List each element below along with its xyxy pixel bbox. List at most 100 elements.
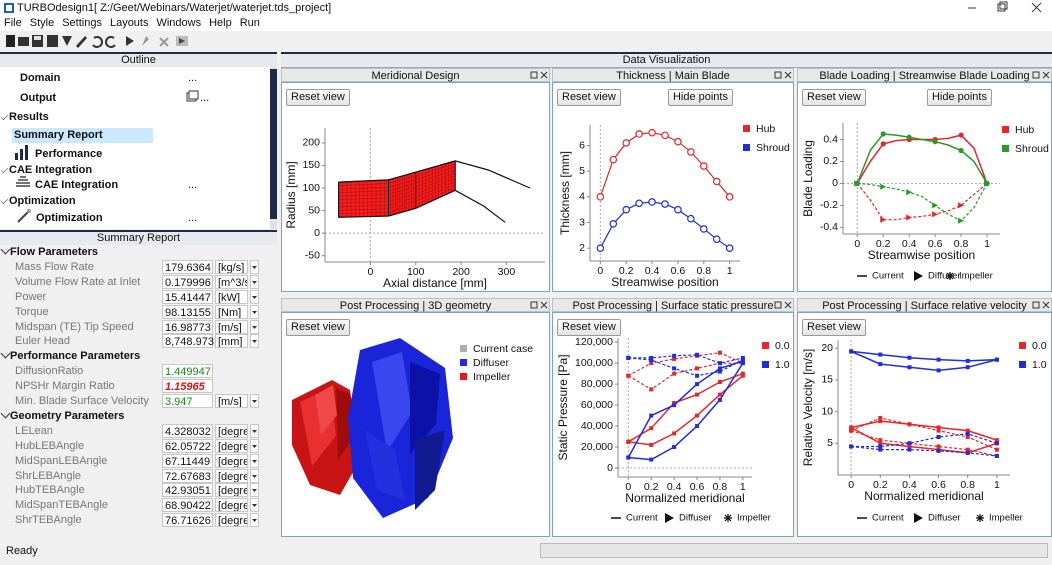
- unit-dropdown[interactable]: [250, 259, 259, 274]
- button[interactable]: Reset view: [802, 319, 866, 336]
- tree-item[interactable]: Optimization: [36, 212, 103, 224]
- group-header: Flow Parameters: [10, 246, 99, 258]
- button[interactable]: Reset view: [286, 319, 350, 336]
- param-unit: [m^3/s]: [215, 274, 248, 289]
- dock-buttons[interactable]: [774, 70, 792, 80]
- unit-dropdown[interactable]: [250, 513, 259, 528]
- dropdown-arrow[interactable]: [251, 306, 258, 318]
- param-unit: [Nm]: [215, 304, 248, 319]
- panel-controls[interactable]: [774, 300, 792, 310]
- dropdown-arrow[interactable]: [251, 425, 258, 437]
- more-button[interactable]: ...: [188, 212, 198, 224]
- tree-item[interactable]: CAE Integration: [9, 164, 93, 176]
- unit-dropdown[interactable]: [250, 289, 259, 304]
- panel-controls[interactable]: [1032, 70, 1050, 80]
- unit-dropdown[interactable]: [250, 334, 259, 349]
- menu-item[interactable]: Settings: [62, 17, 102, 29]
- dropdown-arrow[interactable]: [251, 291, 258, 303]
- button[interactable]: Hide points: [667, 89, 733, 106]
- panel-header: Blade Loading | Streamwise Blade Loading: [797, 68, 1052, 82]
- param-unit: [degrees]: [215, 453, 248, 468]
- scrollbar[interactable]: [270, 67, 277, 229]
- scroll-thumb[interactable]: [270, 69, 277, 219]
- button[interactable]: Reset view: [286, 89, 350, 106]
- unit-dropdown[interactable]: [250, 319, 259, 334]
- param-value: 98.13155: [162, 304, 213, 319]
- button[interactable]: Reset view: [557, 319, 621, 336]
- panel-header: Thickness | Main Blade: [552, 68, 794, 82]
- tree-item[interactable]: Summary Report: [14, 129, 103, 141]
- panel-header: Post Processing | 3D geometry: [281, 298, 550, 312]
- unit-dropdown[interactable]: [250, 483, 259, 498]
- dropdown-arrow[interactable]: [251, 261, 258, 273]
- dropdown-arrow[interactable]: [251, 499, 258, 511]
- dock-buttons[interactable]: [530, 70, 548, 80]
- panel-body: [281, 312, 550, 537]
- menu-item[interactable]: Style: [29, 17, 55, 29]
- menu-item[interactable]: Windows: [156, 17, 202, 29]
- toolbar[interactable]: [4, 32, 204, 50]
- dropdown-arrow[interactable]: [251, 440, 258, 452]
- panel-body: [797, 312, 1052, 537]
- param-label: ShrLEBAngle: [15, 469, 82, 482]
- unit-dropdown[interactable]: [250, 304, 259, 319]
- param-label: DiffusionRatio: [15, 365, 84, 378]
- panel-controls[interactable]: [1032, 300, 1050, 310]
- unit-dropdown[interactable]: [250, 274, 259, 289]
- more-button[interactable]: ...: [188, 72, 198, 84]
- dropdown-arrow[interactable]: [251, 455, 258, 467]
- param-label: Volume Flow Rate at Inlet: [15, 275, 141, 288]
- menu-item[interactable]: Layouts: [109, 17, 149, 29]
- param-value: 0.179996: [162, 274, 213, 289]
- param-label: Mass Flow Rate: [15, 260, 94, 273]
- unit-dropdown[interactable]: [250, 423, 259, 438]
- panel-body: [552, 312, 794, 537]
- param-label: Power: [15, 290, 47, 303]
- dock-buttons[interactable]: [1032, 70, 1050, 80]
- button[interactable]: Hide points: [926, 89, 992, 106]
- dock-buttons[interactable]: [774, 300, 792, 310]
- tree-item[interactable]: Domain: [20, 72, 61, 84]
- button[interactable]: Reset view: [802, 89, 866, 106]
- dock-buttons[interactable]: [530, 300, 548, 310]
- menu-item[interactable]: Run: [239, 17, 260, 29]
- unit-dropdown[interactable]: [250, 394, 259, 408]
- more-button[interactable]: ...: [188, 179, 198, 191]
- dropdown-arrow[interactable]: [251, 470, 258, 482]
- param-value: 1.15965: [162, 379, 213, 394]
- param-unit: [degrees]: [215, 423, 248, 438]
- param-label: NPSHr Margin Ratio: [15, 380, 115, 393]
- dropdown-arrow[interactable]: [251, 514, 258, 526]
- unit-dropdown[interactable]: [250, 453, 259, 468]
- more-button[interactable]: ...: [200, 92, 210, 104]
- panel-controls[interactable]: [530, 300, 548, 310]
- button[interactable]: Reset view: [557, 89, 621, 106]
- menu-item[interactable]: Help: [209, 17, 232, 29]
- title-bar: TURBOdesign1[ Z:/Geet/Webinars/Waterjet/…: [0, 0, 1052, 16]
- dropdown-arrow[interactable]: [251, 335, 258, 347]
- param-label: MidSpanTEBAngle: [15, 499, 108, 512]
- tree-item[interactable]: Results: [9, 111, 49, 123]
- dropdown-arrow[interactable]: [251, 321, 258, 333]
- param-label: HubLEBAngle: [15, 439, 85, 452]
- dropdown-arrow[interactable]: [251, 395, 258, 407]
- param-unit: [m/s]: [215, 394, 248, 408]
- progress-bar: [540, 543, 1048, 558]
- menu-item[interactable]: File: [4, 17, 22, 29]
- unit-dropdown[interactable]: [250, 438, 259, 453]
- panel-controls[interactable]: [530, 70, 548, 80]
- tree-item[interactable]: Output: [20, 92, 57, 104]
- unit-dropdown[interactable]: [250, 498, 259, 513]
- tree-item[interactable]: CAE Integration: [35, 179, 119, 191]
- panel-header: Post Processing | Surface static pressur…: [552, 298, 794, 312]
- unit-dropdown[interactable]: [250, 468, 259, 483]
- dock-buttons[interactable]: [1032, 300, 1050, 310]
- window-controls[interactable]: [962, 0, 1052, 16]
- window-title: TURBOdesign1[ Z:/Geet/Webinars/Waterjet/…: [17, 2, 332, 14]
- tree-item[interactable]: Optimization: [9, 195, 76, 207]
- dropdown-arrow[interactable]: [251, 484, 258, 496]
- panel-controls[interactable]: [774, 70, 792, 80]
- dropdown-arrow[interactable]: [251, 276, 258, 288]
- tree-item[interactable]: Performance: [35, 148, 103, 160]
- group-header: Performance Parameters: [10, 350, 141, 363]
